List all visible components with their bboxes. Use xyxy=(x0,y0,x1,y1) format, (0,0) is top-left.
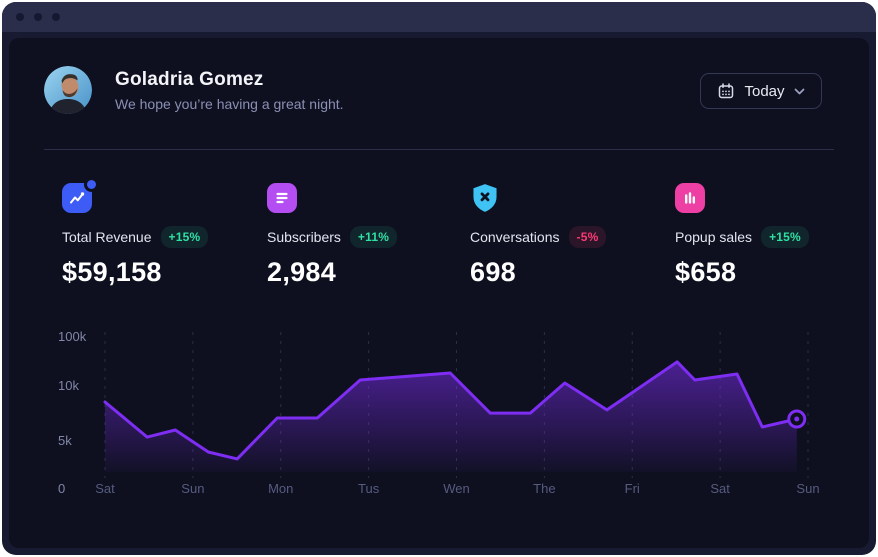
avatar xyxy=(44,66,92,114)
chart-series xyxy=(103,360,807,472)
stat-value: $658 xyxy=(675,257,737,287)
trend-chart-icon xyxy=(62,180,96,213)
stat-card-subscribers: Subscribers +11% 2,984 xyxy=(267,183,467,288)
document-lines-icon xyxy=(267,183,297,213)
dashboard-panel: Goladria Gomez We hope you’re having a g… xyxy=(9,38,869,548)
y-axis-label: 0 xyxy=(58,481,66,497)
stat-value: 698 xyxy=(470,257,516,287)
x-axis-label: The xyxy=(533,481,556,496)
x-axis-label: Fri xyxy=(624,481,640,496)
stat-label: Popup sales xyxy=(675,229,753,245)
x-axis-label: Sat xyxy=(95,481,115,496)
calendar-icon xyxy=(719,83,734,99)
bar-chart-icon xyxy=(675,183,705,213)
y-axis-label: 100k xyxy=(58,328,87,344)
shield-x-icon xyxy=(470,183,500,213)
notification-dot xyxy=(87,180,96,189)
x-axis-label: Sun xyxy=(181,481,205,496)
window-control-dot[interactable] xyxy=(34,13,42,21)
x-axis-label: Sun xyxy=(796,481,820,496)
greeting-text: We hope you’re having a great night. xyxy=(115,96,344,112)
x-axis-label: Sat xyxy=(710,481,730,496)
stat-card-popup-sales: Popup sales +15% $658 xyxy=(675,183,869,288)
stat-delta-badge: +15% xyxy=(160,226,209,248)
date-range-button[interactable]: Today xyxy=(700,73,822,109)
stat-label: Subscribers xyxy=(267,229,341,245)
y-axis-label: 5k xyxy=(58,433,72,449)
window-control-dot[interactable] xyxy=(52,13,60,21)
stat-delta-badge: +11% xyxy=(349,226,398,248)
x-axis-label: Wen xyxy=(443,481,470,496)
x-axis-label: Tus xyxy=(358,481,380,496)
chevron-down-icon xyxy=(794,88,804,94)
window-control-dot[interactable] xyxy=(16,13,24,21)
stat-delta-badge: -5% xyxy=(568,226,607,248)
stat-value: 2,984 xyxy=(267,257,337,287)
x-axis-label: Mon xyxy=(268,481,294,496)
stat-card-total-revenue: Total Revenue +15% $59,158 xyxy=(62,180,262,288)
avatar-photo xyxy=(44,66,92,114)
stat-card-conversations: Conversations -5% 698 xyxy=(470,183,670,288)
stat-delta-badge: +15% xyxy=(761,226,809,248)
revenue-area-chart[interactable] xyxy=(103,330,809,480)
stat-value: $59,158 xyxy=(62,257,162,287)
header-divider xyxy=(44,149,834,150)
date-range-label: Today xyxy=(744,82,785,100)
stat-label: Total Revenue xyxy=(62,229,152,245)
window-titlebar xyxy=(2,2,876,32)
y-axis-label: 10k xyxy=(58,377,79,393)
page-title-user-name: Goladria Gomez xyxy=(115,69,264,90)
stat-label: Conversations xyxy=(470,229,560,245)
